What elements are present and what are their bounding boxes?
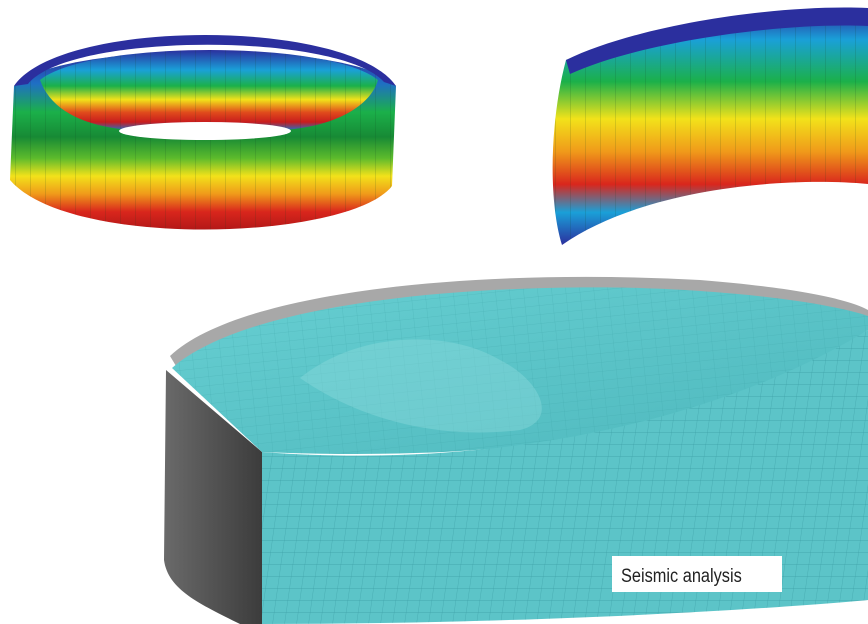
- tank-shell-segment-stress-contour: [552, 7, 868, 245]
- liquid-sloshing-mesh-cutaway: [164, 276, 868, 624]
- figure-caption: Seismic analysis: [621, 566, 742, 587]
- full-tank-ring-stress-contour: [10, 35, 396, 230]
